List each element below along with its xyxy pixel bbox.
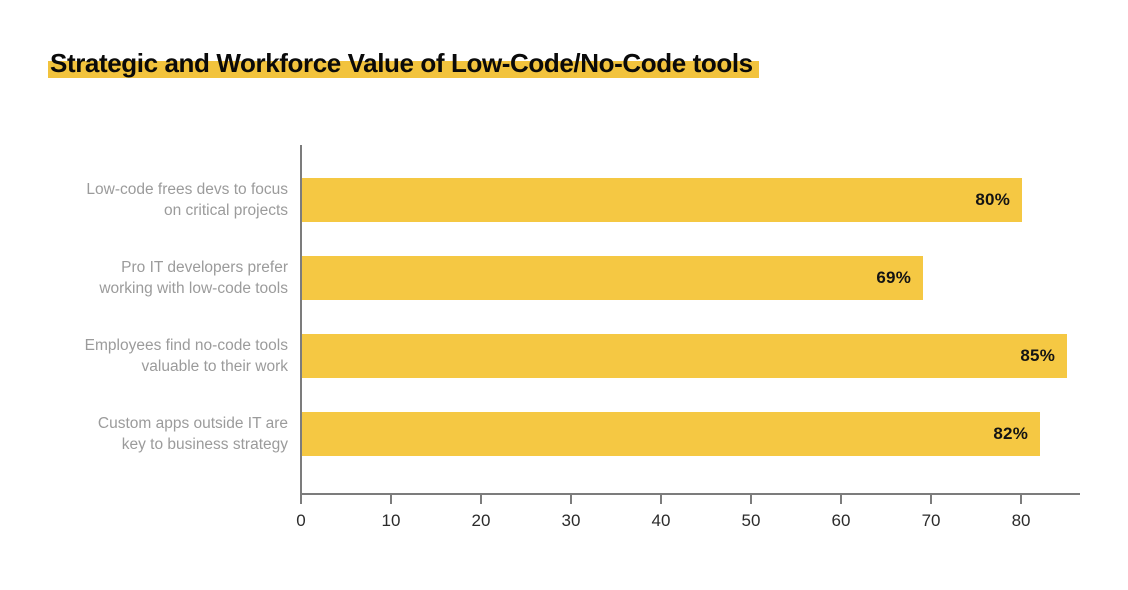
x-tick-label: 10 [381,511,401,530]
bar: 80% [302,178,1023,222]
x-tick [660,495,663,504]
bar: 69% [302,256,924,300]
category-label: Custom apps outside IT are key to busine… [97,415,288,453]
x-tick [840,495,843,504]
x-tick-label: 50 [741,511,761,530]
chart-title: Strategic and Workforce Value of Low-Cod… [48,48,759,79]
chart-title-text: Strategic and Workforce Value of Low-Cod… [48,48,759,78]
bar-value-label: 80% [975,190,1011,209]
x-tick [750,495,753,504]
category-label: Low-code frees devs to focus on critical… [86,181,288,219]
x-tick-label: 0 [296,511,306,530]
x-tick [570,495,572,504]
category-label: Employees find no-code tools valuable to… [84,337,288,375]
bar-value-label: 82% [993,424,1029,443]
bar-value-label: 69% [876,268,912,287]
category-labels: Low-code frees devs to focus on critical… [0,145,288,493]
x-tick-label: 80 [1011,511,1031,530]
bar-value-label: 85% [1020,346,1056,365]
category-label: Pro IT developers prefer working with lo… [99,259,288,297]
x-axis: 0 10 20 30 40 50 60 70 80 [296,495,1079,540]
x-tick [480,495,482,504]
x-tick-label: 20 [471,511,491,530]
bar: 82% [302,412,1041,456]
x-tick [300,495,302,504]
x-tick [390,495,392,504]
plot-area: 80% 69% 85% 82% [300,145,1080,495]
x-tick-label: 30 [561,511,581,530]
x-tick [1020,495,1023,504]
bar: 85% [302,334,1068,378]
x-tick [930,495,933,504]
x-tick-label: 60 [831,511,851,530]
x-tick-label: 40 [651,511,671,530]
x-tick-label: 70 [921,511,941,530]
